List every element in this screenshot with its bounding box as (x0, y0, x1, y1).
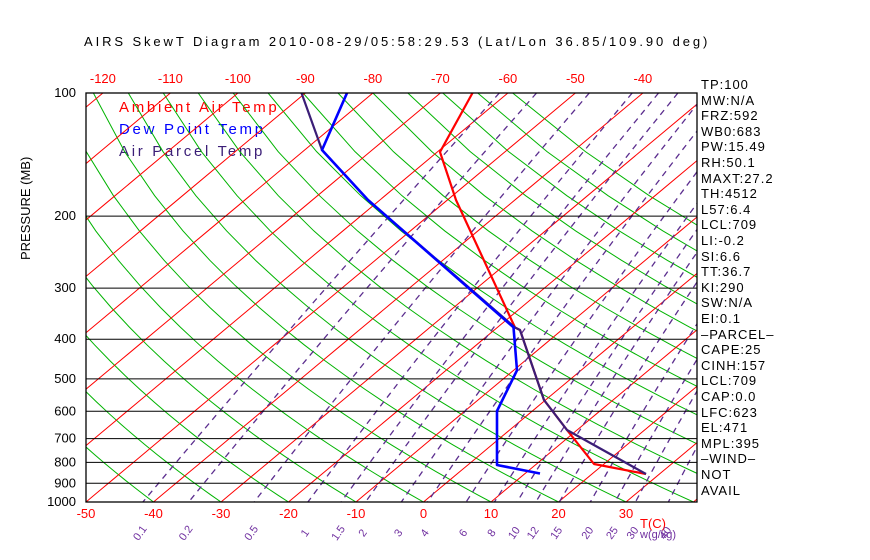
svg-text:0: 0 (420, 506, 427, 521)
svg-text:-50: -50 (566, 71, 585, 86)
svg-text:-60: -60 (499, 71, 518, 86)
svg-text:20: 20 (551, 506, 565, 521)
svg-text:-30: -30 (212, 506, 231, 521)
svg-text:900: 900 (54, 475, 76, 490)
svg-text:300: 300 (54, 280, 76, 295)
svg-text:4: 4 (418, 527, 431, 539)
svg-text:1.5: 1.5 (329, 524, 348, 543)
svg-text:2: 2 (356, 527, 369, 539)
svg-text:-120: -120 (90, 71, 116, 86)
svg-text:400: 400 (54, 331, 76, 346)
svg-text:700: 700 (54, 431, 76, 446)
svg-text:600: 600 (54, 403, 76, 418)
svg-text:-20: -20 (279, 506, 298, 521)
svg-text:-40: -40 (144, 506, 163, 521)
svg-text:10: 10 (506, 525, 523, 542)
svg-text:-70: -70 (431, 71, 450, 86)
svg-text:1: 1 (299, 527, 312, 539)
svg-text:8: 8 (485, 527, 498, 539)
svg-text:0.2: 0.2 (177, 524, 196, 543)
svg-text:3: 3 (392, 527, 405, 539)
svg-text:0.1: 0.1 (131, 524, 150, 543)
svg-text:-10: -10 (347, 506, 366, 521)
svg-text:200: 200 (54, 208, 76, 223)
svg-text:100: 100 (54, 85, 76, 100)
svg-text:30: 30 (625, 525, 642, 542)
svg-text:-110: -110 (158, 71, 183, 86)
svg-text:-100: -100 (225, 71, 251, 86)
svg-text:30: 30 (619, 506, 633, 521)
svg-text:25: 25 (604, 525, 621, 542)
svg-text:15: 15 (548, 525, 565, 542)
svg-text:0.5: 0.5 (242, 524, 261, 543)
svg-text:-40: -40 (634, 71, 653, 86)
svg-text:500: 500 (54, 371, 76, 386)
svg-text:12: 12 (525, 525, 542, 542)
svg-text:-50: -50 (77, 506, 96, 521)
svg-text:-90: -90 (296, 71, 315, 86)
svg-text:6: 6 (457, 527, 470, 539)
svg-text:20: 20 (580, 525, 597, 542)
svg-text:-80: -80 (364, 71, 383, 86)
svg-text:1000: 1000 (47, 494, 76, 509)
svg-text:10: 10 (484, 506, 498, 521)
svg-text:800: 800 (54, 454, 76, 469)
